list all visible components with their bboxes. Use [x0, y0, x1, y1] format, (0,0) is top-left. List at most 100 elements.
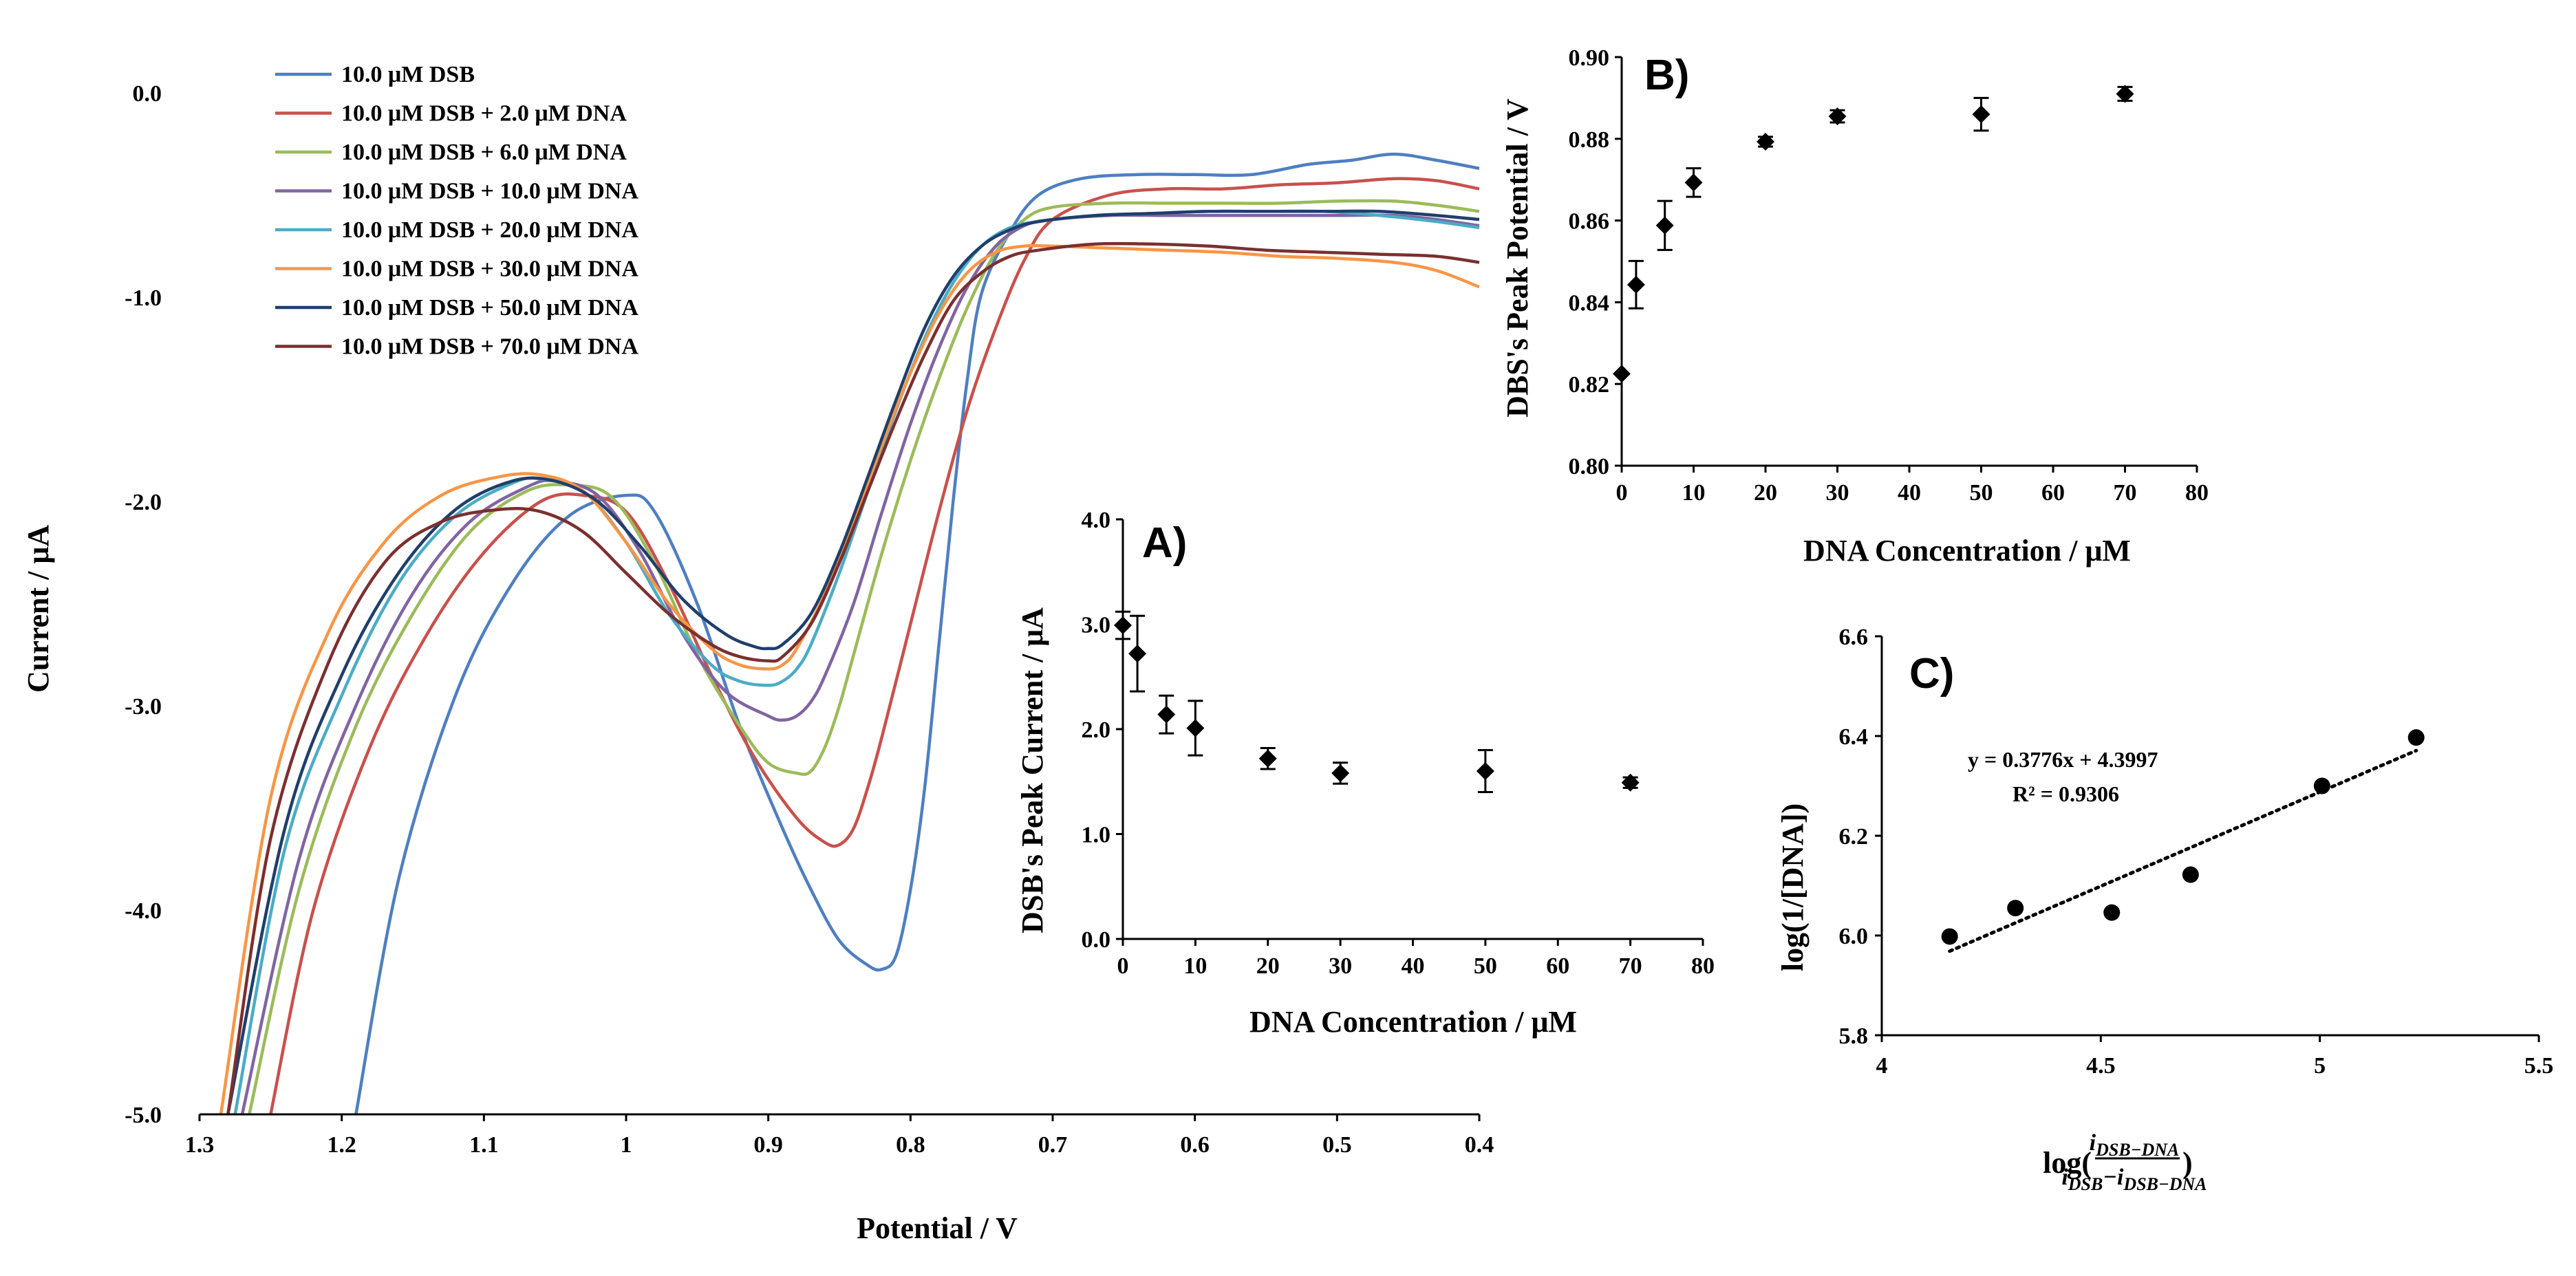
- panel-b-y-tick-label: 0.80: [1569, 454, 1610, 479]
- main-y-tick-labels: 0.0 -1.0 -2.0 -3.0 -4.0 -5.0: [125, 81, 162, 1128]
- panel-b-point: [1655, 216, 1674, 235]
- panel-c-y-tick-label: 6.2: [1839, 824, 1869, 850]
- legend-entry: 10.0 μM DSB: [275, 62, 475, 87]
- panel-b-axes: [1615, 56, 2198, 473]
- panel-c-point: [2007, 900, 2024, 917]
- main-x-tick-label: 1: [621, 1132, 632, 1158]
- panel-b-x-tick-label: 20: [1754, 480, 1777, 506]
- legend-label: 10.0 μM DSB: [341, 62, 475, 87]
- panel-b-points: [1613, 85, 2134, 383]
- panel-c-x-tick-labels: 4 4.5 5 5.5: [1876, 1053, 2554, 1079]
- panel-a-point: [1258, 749, 1277, 768]
- panel-a-point: [1157, 705, 1176, 724]
- legend-entry: 10.0 μM DSB + 2.0 μM DNA: [275, 101, 627, 127]
- panel-c-point: [2103, 904, 2121, 921]
- main-y-tick-label: 0.0: [133, 81, 162, 107]
- panel-a-x-tick-label: 70: [1619, 953, 1642, 979]
- panel-a-x-tick-labels: 0 10 20 30 40 50 60 70 80: [1117, 953, 1715, 979]
- legend-label: 10.0 μM DSB + 10.0 μM DNA: [341, 179, 638, 204]
- main-x-tick-label: 0.8: [896, 1132, 925, 1158]
- panel-b-x-tick-labels: 0 10 20 30 40 50 60 70 80: [1616, 480, 2209, 506]
- main-y-tick-label: -4.0: [125, 898, 162, 924]
- panel-a-x-tick-label: 80: [1691, 953, 1715, 979]
- main-curve-4: [240, 213, 1480, 1115]
- panel-c-y-tick-label: 6.6: [1839, 625, 1869, 650]
- main-curves: [219, 152, 1480, 1115]
- panel-c-label: C): [1909, 650, 1954, 698]
- main-x-tick-label: 1.2: [327, 1132, 356, 1158]
- panel-b-point: [1684, 173, 1703, 192]
- panel-c-y-tick-label: 6.4: [1839, 724, 1869, 750]
- panel-a-point: [1331, 764, 1350, 783]
- panel-b-x-tick-label: 10: [1682, 480, 1706, 506]
- panel-a-point: [1186, 719, 1205, 737]
- panel-b-y-tick-label: 0.88: [1569, 127, 1610, 153]
- panel-b-point: [1627, 275, 1645, 294]
- panel-b-x-tick-label: 80: [2185, 480, 2209, 506]
- panel-b-x-tick-label: 60: [2041, 480, 2065, 506]
- main-curve-6: [219, 244, 1480, 1115]
- legend-label: 10.0 μM DSB + 30.0 μM DNA: [341, 257, 638, 282]
- panel-c-xlabel-denominator: iDSB−iDSB−DNA: [2061, 1165, 2207, 1194]
- legend-label: 10.0 μM DSB + 6.0 μM DNA: [341, 140, 627, 165]
- panel-c-equation: y = 0.3776x + 4.3997: [1968, 747, 2158, 772]
- panel-c-axes: [1875, 635, 2540, 1042]
- panel-c-point: [2407, 729, 2425, 746]
- panel-b-x-tick-label: 0: [1616, 480, 1628, 506]
- panel-c-y-tick-labels: 5.8 6.0 6.2 6.4 6.6: [1839, 625, 1869, 1049]
- panel-a-y-tick-labels: 0.0 1.0 2.0 3.0 4.0: [1082, 508, 1111, 953]
- panel-a-y-tick-label: 1.0: [1082, 823, 1111, 848]
- panel-c-points: [1941, 729, 2425, 945]
- panel-a-point: [1128, 645, 1147, 663]
- panel-a-y-tick-label: 0.0: [1082, 927, 1111, 953]
- panel-c-y-axis-label: log(1/[DNA]): [1776, 803, 1810, 971]
- panel-b-y-tick-label: 0.84: [1569, 290, 1610, 316]
- main-curve-2: [269, 177, 1480, 1115]
- main-x-tick-label: 0.7: [1038, 1132, 1068, 1158]
- panel-b-x-axis-label: DNA Concentration / μM: [1803, 534, 2131, 567]
- panel-b-label: B): [1644, 52, 1689, 99]
- legend-entry: 10.0 μM DSB + 10.0 μM DNA: [275, 179, 638, 204]
- panel-a-x-tick-label: 10: [1183, 953, 1207, 979]
- panel-b-x-tick-label: 30: [1826, 480, 1849, 506]
- panel-b-x-tick-label: 70: [2114, 480, 2137, 506]
- main-curve-1: [354, 152, 1480, 1115]
- legend-entry: 10.0 μM DSB + 6.0 μM DNA: [275, 140, 627, 165]
- panel-a-point: [1621, 773, 1640, 792]
- main-x-tick-label: 0.5: [1322, 1132, 1352, 1158]
- panel-a-point: [1476, 762, 1494, 780]
- panel-c-point: [1941, 928, 1958, 945]
- main-curve-3: [248, 199, 1480, 1115]
- panel-b-peak-potential: 0 10 20 30 40 50 60 70 80 0.800.820.840.860.880.…: [1501, 45, 2209, 567]
- panel-b-y-tick-label: 0.90: [1569, 45, 1610, 71]
- main-x-axis-label: Potential / V: [857, 1211, 1018, 1245]
- panel-a-x-tick-label: 60: [1546, 953, 1569, 979]
- panel-c-r-squared: R² = 0.9306: [2012, 781, 2119, 806]
- panel-c-xlabel-suffix: ): [2182, 1146, 2193, 1180]
- main-curve-7: [226, 209, 1480, 1115]
- legend-label: 10.0 μM DSB + 20.0 μM DNA: [341, 217, 638, 243]
- panel-c-x-tick-label: 5.5: [2524, 1053, 2554, 1079]
- panel-c-x-tick-label: 4.5: [2086, 1053, 2116, 1079]
- main-x-tick-label: 1.3: [185, 1132, 215, 1158]
- main-curve-8: [226, 241, 1480, 1115]
- legend-label: 10.0 μM DSB + 70.0 μM DNA: [341, 334, 638, 360]
- panel-c-point: [2313, 777, 2330, 794]
- panel-c-x-tick-label: 5: [2314, 1053, 2326, 1079]
- main-x-tick-labels: 1.3 1.2 1.1 1 0.9 0.8 0.7 0.6 0.5 0.4: [185, 1132, 1494, 1158]
- panel-a-y-tick-label: 2.0: [1082, 717, 1111, 743]
- panel-b-x-tick-label: 40: [1898, 480, 1921, 506]
- panel-c-x-axis-label: log( iDSB−DNA iDSB−iDSB−DNA ): [2043, 1130, 2207, 1194]
- panel-c-point: [2182, 866, 2199, 883]
- panel-c-y-tick-label: 5.8: [1839, 1024, 1869, 1049]
- panel-c-xlabel-numerator: iDSB−DNA: [2090, 1130, 2180, 1160]
- main-y-tick-label: -5.0: [125, 1103, 162, 1128]
- panel-a-point: [1114, 616, 1132, 635]
- panel-b-y-tick-label: 0.86: [1569, 209, 1610, 235]
- panel-a-y-tick-label: 3.0: [1082, 613, 1111, 638]
- panel-a-x-tick-label: 20: [1256, 953, 1280, 979]
- panel-a-axes: [1116, 518, 1704, 946]
- panel-c-xlabel-prefix: log(: [2043, 1146, 2092, 1180]
- panel-a-x-axis-label: DNA Concentration / μM: [1249, 1005, 1577, 1039]
- panel-b-y-tick-label: 0.82: [1569, 372, 1610, 398]
